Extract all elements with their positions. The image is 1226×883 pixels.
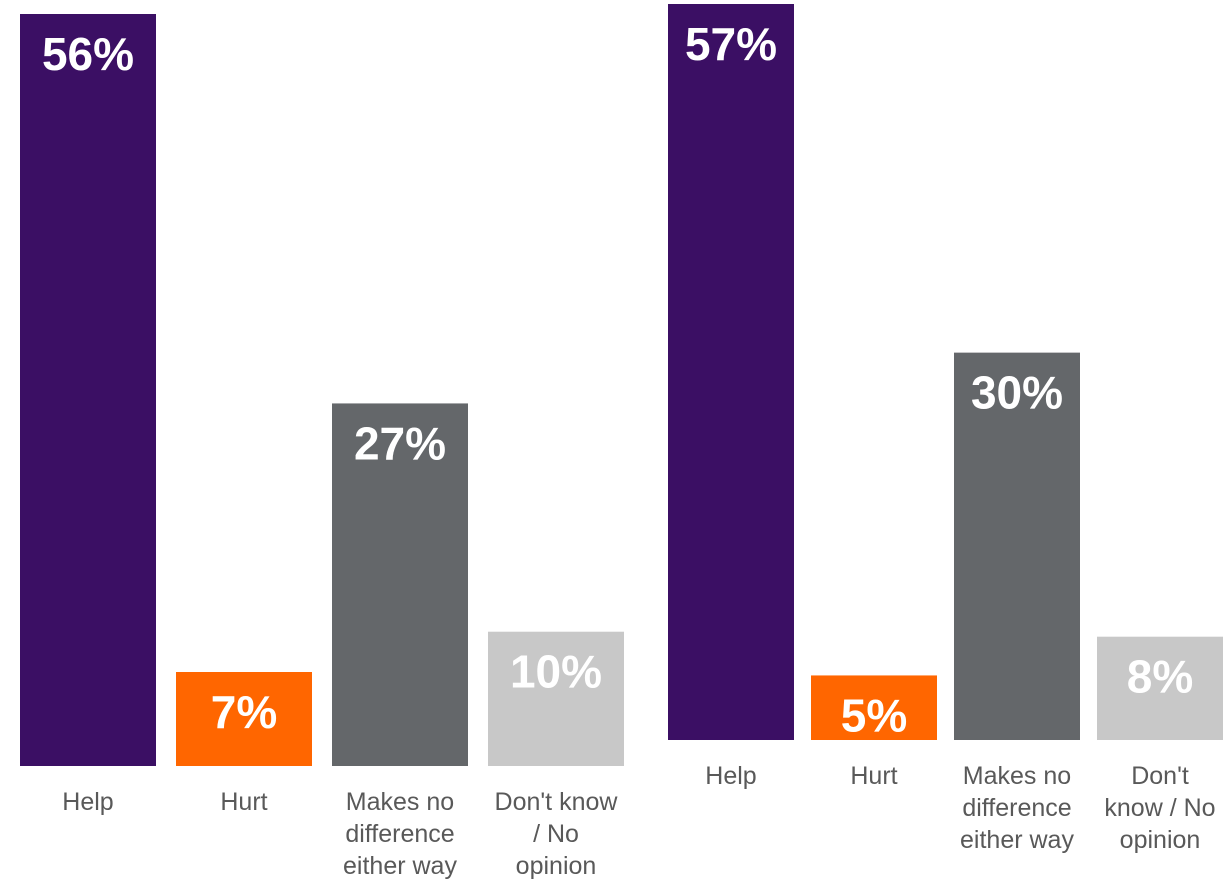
bar-value-label: 27% xyxy=(354,417,446,469)
bar-value-label: 8% xyxy=(1127,651,1193,703)
category-label: Hurt xyxy=(220,788,267,816)
category-label-line: Makes no xyxy=(963,762,1071,790)
bar-2 xyxy=(176,672,312,766)
category-label-line: either way xyxy=(960,826,1074,854)
category-label-line: opinion xyxy=(1120,826,1201,854)
category-label-line: / No xyxy=(533,820,579,848)
category-label-line: opinion xyxy=(516,852,597,880)
bar-4 xyxy=(1097,636,1223,740)
category-label: Help xyxy=(705,762,756,790)
category-label-line: either way xyxy=(343,852,457,880)
bar-value-label: 57% xyxy=(685,18,777,70)
chart-panel-2: 57% Help 5% Hurt 30% Makes no difference either… xyxy=(668,4,1223,854)
bar-1 xyxy=(668,4,794,740)
category-label: Makes no difference either way xyxy=(960,762,1074,854)
category-label-line: Help xyxy=(62,788,113,816)
bar-value-label: 30% xyxy=(971,367,1063,419)
bar-2 xyxy=(811,675,937,740)
category-label-line: Help xyxy=(705,762,756,790)
category-label-line: difference xyxy=(345,820,454,848)
category-label-line: know / No xyxy=(1104,794,1215,822)
category-label-line: Hurt xyxy=(220,788,267,816)
bar-value-label: 56% xyxy=(42,28,134,80)
category-label: Hurt xyxy=(850,762,897,790)
category-label: Don't know / No opinion xyxy=(495,788,619,880)
category-label-line: Hurt xyxy=(850,762,897,790)
category-label-line: Don't xyxy=(1131,762,1189,790)
chart-panel-1: 56% Help 7% Hurt 27% Makes no difference either… xyxy=(20,14,624,880)
bar-1 xyxy=(20,14,156,766)
bar-3 xyxy=(332,403,468,766)
category-label: Don't know / No opinion xyxy=(1104,762,1215,854)
bar-value-label: 10% xyxy=(510,646,602,698)
bar-3 xyxy=(954,352,1080,740)
category-label-line: Makes no xyxy=(346,788,454,816)
bar-value-label: 7% xyxy=(211,686,277,738)
category-label-line: Don't know xyxy=(495,788,619,816)
category-label-line: difference xyxy=(962,794,1071,822)
category-label: Makes no difference either way xyxy=(343,788,457,880)
bar-4 xyxy=(488,631,624,766)
category-label: Help xyxy=(62,788,113,816)
bar-value-label: 5% xyxy=(841,689,907,741)
